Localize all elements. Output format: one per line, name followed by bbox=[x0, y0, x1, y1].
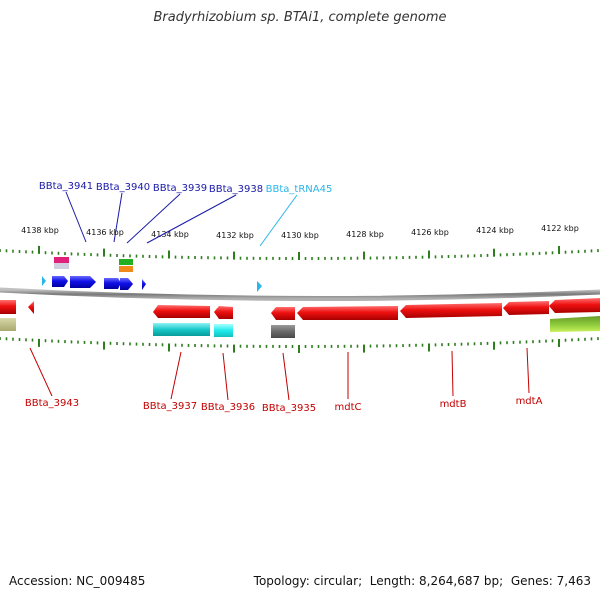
ruler-label: 4128 kbp bbox=[346, 230, 384, 239]
gene-bbta-3936[interactable] bbox=[214, 306, 233, 319]
trna-marker[interactable] bbox=[42, 276, 46, 286]
feature-box-lightgray[interactable] bbox=[54, 263, 69, 269]
topology-value: circular bbox=[313, 574, 359, 588]
reverse-callouts bbox=[29, 347, 530, 401]
genome-summary: Topology: circular; Length: 8,264,687 bp… bbox=[254, 574, 591, 588]
forward-callouts bbox=[65, 191, 298, 247]
separator: ; bbox=[499, 574, 508, 588]
reverse-strand-track bbox=[0, 298, 600, 338]
gene-label[interactable]: BBta_tRNA45 bbox=[266, 184, 333, 195]
ruler-label: 4130 kbp bbox=[281, 231, 319, 240]
gene-left-edge[interactable] bbox=[0, 300, 16, 314]
gene-label[interactable]: mdtB bbox=[440, 399, 467, 410]
accession-value: NC_009485 bbox=[76, 574, 146, 588]
feature-box-orange[interactable] bbox=[119, 266, 133, 272]
gene-right-edge[interactable] bbox=[549, 298, 600, 313]
length-value: 8,264,687 bp bbox=[419, 574, 500, 588]
feature-box-cyan[interactable] bbox=[153, 323, 210, 336]
gene-bbta-3937[interactable] bbox=[153, 305, 210, 318]
outer-tick-track bbox=[0, 245, 599, 260]
gene-bbta-3940[interactable] bbox=[70, 276, 96, 288]
genome-title: Bradyrhizobium sp. BTAi1, complete genom… bbox=[153, 10, 447, 25]
gene-bbta-3939[interactable] bbox=[104, 278, 121, 289]
feature-box-green[interactable] bbox=[119, 259, 133, 265]
gene-bbta-trna45[interactable] bbox=[257, 281, 262, 292]
gene-label[interactable]: mdtC bbox=[335, 402, 362, 413]
gene-mdta[interactable] bbox=[503, 301, 549, 315]
ruler-label: 4124 kbp bbox=[476, 226, 514, 235]
accession-label: Accession: bbox=[9, 574, 73, 588]
gene-bbta-3943[interactable] bbox=[28, 301, 34, 314]
ruler-labels: 4138 kbp 4136 kbp 4134 kbp 4132 kbp 4130… bbox=[21, 224, 579, 240]
gene-label[interactable]: BBta_3940 bbox=[96, 182, 150, 193]
ruler-label: 4132 kbp bbox=[216, 231, 254, 240]
gene-label[interactable]: BBta_3937 bbox=[143, 401, 197, 412]
reverse-labels: BBta_3943 BBta_3937 BBta_3936 BBta_3935 … bbox=[25, 396, 543, 414]
genes-value: 7,463 bbox=[556, 574, 591, 588]
ruler-label: 4126 kbp bbox=[411, 228, 449, 237]
gene-bbta-3938[interactable] bbox=[120, 278, 133, 290]
ruler-label: 4136 kbp bbox=[86, 228, 124, 237]
gene-mdtb[interactable] bbox=[400, 303, 502, 318]
gene-small-forward[interactable] bbox=[142, 279, 146, 290]
inner-tick-track bbox=[0, 337, 599, 353]
forward-strand-track bbox=[42, 257, 262, 292]
ruler-label: 4122 kbp bbox=[541, 224, 579, 233]
topology-label: Topology: bbox=[253, 574, 310, 588]
gene-label[interactable]: mdtA bbox=[516, 396, 543, 407]
length-label: Length: bbox=[369, 574, 416, 588]
feature-box-olive[interactable] bbox=[0, 318, 16, 331]
feature-box-cyan[interactable] bbox=[214, 324, 233, 337]
feature-box-gray[interactable] bbox=[271, 325, 295, 338]
gene-label[interactable]: BBta_3941 bbox=[39, 181, 93, 192]
gene-mdtc[interactable] bbox=[297, 306, 398, 320]
ruler-label: 4138 kbp bbox=[21, 226, 59, 235]
forward-labels: BBta_3941 BBta_3940 BBta_3939 BBta_3938 … bbox=[39, 181, 332, 195]
ruler-label: 4134 kbp bbox=[151, 230, 189, 239]
gene-label[interactable]: BBta_3943 bbox=[25, 398, 79, 409]
gene-label[interactable]: BBta_3939 bbox=[153, 183, 207, 194]
feature-box-green[interactable] bbox=[550, 316, 600, 332]
gene-bbta-3935[interactable] bbox=[271, 307, 295, 320]
gene-bbta-3941[interactable] bbox=[52, 276, 68, 287]
separator: ; bbox=[358, 574, 366, 588]
gene-label[interactable]: BBta_3935 bbox=[262, 403, 316, 414]
gene-label[interactable]: BBta_3938 bbox=[209, 184, 263, 195]
genes-label: Genes: bbox=[510, 574, 553, 588]
genome-backbone bbox=[0, 287, 600, 302]
accession-info: Accession: NC_009485 bbox=[9, 574, 145, 588]
gene-label[interactable]: BBta_3936 bbox=[201, 402, 255, 413]
feature-box-pink[interactable] bbox=[54, 257, 69, 263]
